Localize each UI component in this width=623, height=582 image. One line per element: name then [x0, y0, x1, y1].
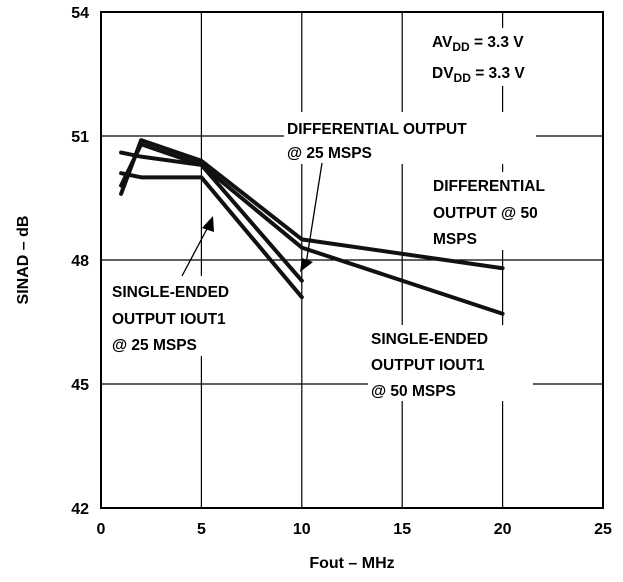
diff50-line1: DIFFERENTIAL: [433, 178, 545, 195]
annotation-arrows: [181, 162, 323, 277]
x-tick-label: 20: [494, 521, 512, 538]
diff25-line1: DIFFERENTIAL OUTPUT: [287, 121, 467, 138]
annotation-bg-se25: [108, 276, 223, 356]
annotation-bg-diff25: [284, 112, 536, 164]
diff50-line3: MSPS: [433, 231, 477, 248]
y-tick-label: 42: [71, 501, 89, 518]
x-tick-label: 15: [393, 521, 411, 538]
arrow-se25-shaft: [181, 226, 209, 277]
series-line-3: [119, 150, 304, 283]
y-tick-label: 54: [71, 5, 89, 22]
se50-line1: SINGLE-ENDED: [371, 331, 488, 348]
se50-line2: OUTPUT IOUT1: [371, 357, 485, 374]
annotation-bg-supply: [428, 28, 593, 86]
arrow-diff25-shaft: [305, 162, 323, 265]
arrow-diff25-head: [300, 258, 313, 272]
diff50-line2: OUTPUT @ 50: [433, 205, 538, 222]
annotation-bg-diff50: [425, 172, 595, 250]
se50-line3: @ 50 MSPS: [371, 383, 456, 400]
x-tick-label: 5: [197, 521, 206, 538]
se25-line2: OUTPUT IOUT1: [112, 311, 226, 328]
annotation-bg-se50: [368, 325, 533, 401]
y-tick-label: 45: [71, 377, 89, 394]
se25-line1: SINGLE-ENDED: [112, 284, 229, 301]
x-axis-label: Fout – MHz: [309, 555, 394, 572]
y-tick-label: 51: [71, 129, 89, 146]
se25-line3: @ 25 MSPS: [112, 337, 197, 354]
x-tick-label: 10: [293, 521, 311, 538]
series-line-4: [119, 171, 304, 300]
x-tick-label: 25: [594, 521, 612, 538]
tick-labels: 0 5 10 15 20 25 42 45 48 51 54: [71, 5, 612, 538]
avdd-label: AVDD = 3.3 V: [432, 34, 524, 54]
arrow-se25-head: [202, 216, 214, 232]
grid: [100, 11, 604, 509]
y-tick-label: 48: [71, 253, 89, 270]
x-tick-label: 0: [97, 521, 106, 538]
series-lines: [119, 138, 505, 316]
diff25-line2: @ 25 MSPS: [287, 145, 372, 162]
y-axis-label: SINAD – dB: [15, 216, 32, 305]
plot-frame: [100, 11, 604, 509]
dvdd-label: DVDD = 3.3 V: [432, 65, 525, 85]
